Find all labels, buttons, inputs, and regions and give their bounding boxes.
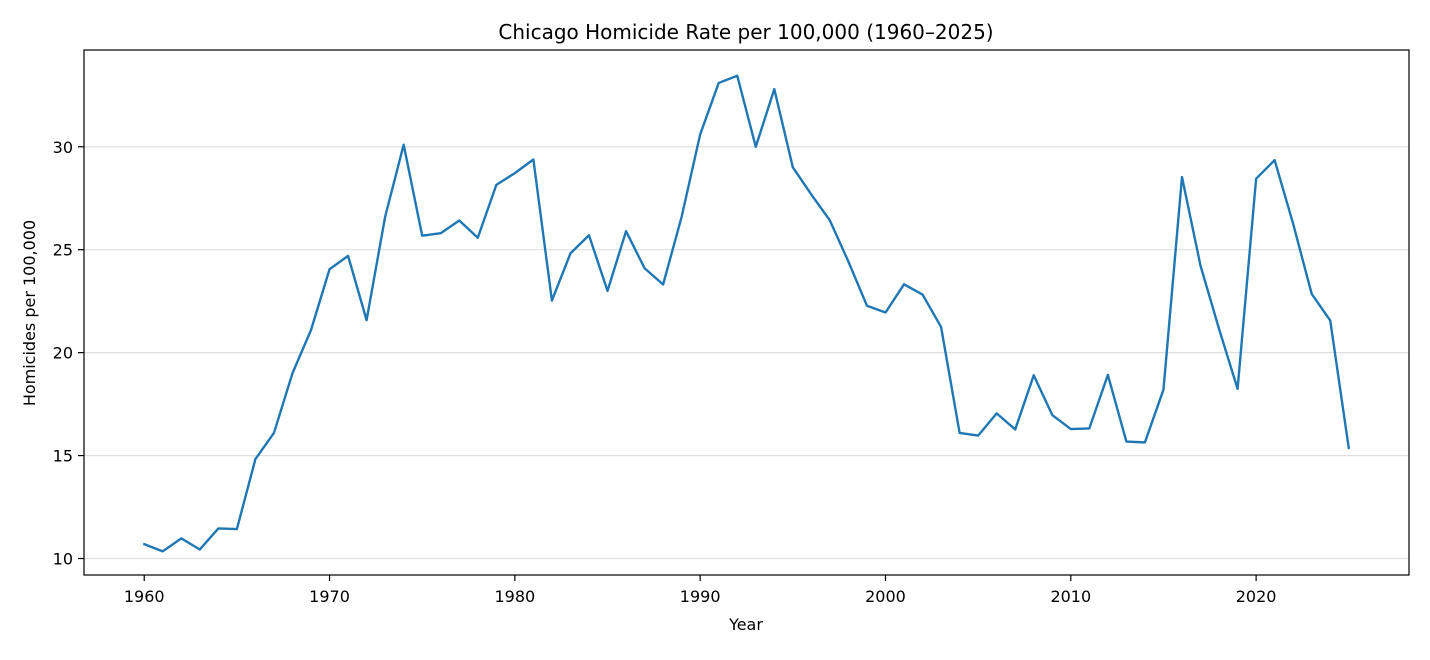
x-axis-title: Year <box>728 615 763 634</box>
x-tick-label: 2020 <box>1236 587 1277 606</box>
y-axis-title: Homicides per 100,000 <box>20 220 39 406</box>
x-tick-label: 1990 <box>680 587 721 606</box>
x-tick-label: 2010 <box>1050 587 1091 606</box>
y-tick-label: 15 <box>53 447 73 466</box>
x-tick-label: 1970 <box>309 587 350 606</box>
x-tick-label: 2000 <box>865 587 906 606</box>
x-tick-label: 1960 <box>124 587 165 606</box>
plot-frame <box>83 49 1410 576</box>
y-tick-label: 30 <box>53 138 73 157</box>
x-axis-ticks: 1960 1970 1980 1990 2000 2010 2020 <box>124 575 1277 606</box>
x-tick-label: 1980 <box>494 587 535 606</box>
y-tick-label: 10 <box>53 550 73 569</box>
series-line <box>143 74 1350 553</box>
chart-title: Chicago Homicide Rate per 100,000 (1960–… <box>498 20 993 44</box>
y-gridlines <box>84 146 1409 560</box>
series-group <box>143 74 1350 553</box>
y-axis-ticks: 10 15 20 25 30 <box>53 138 84 569</box>
y-tick-label: 20 <box>53 344 73 363</box>
y-tick-label: 25 <box>53 241 73 260</box>
